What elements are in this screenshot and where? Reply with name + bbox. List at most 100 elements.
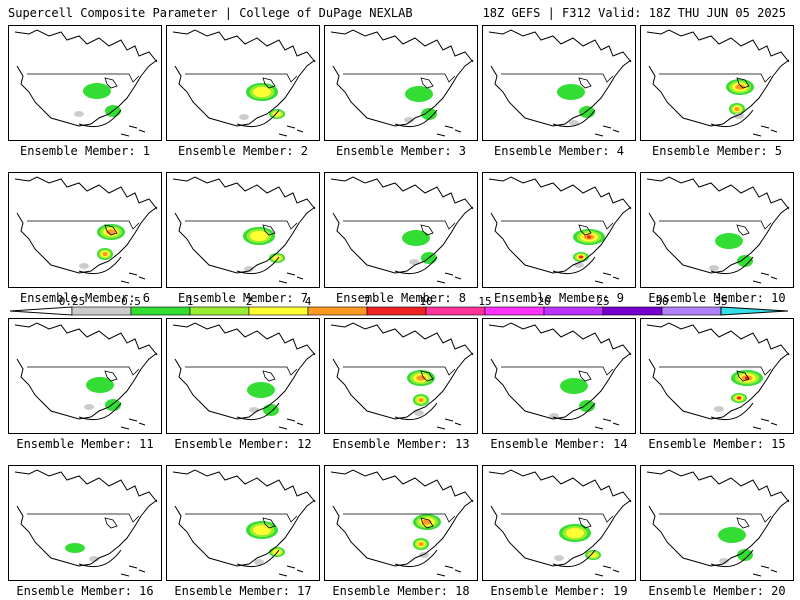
map-outline xyxy=(14,469,158,567)
colorbar-tick-label: 0.5 xyxy=(121,297,141,308)
colorbar-segment xyxy=(248,306,309,316)
map-outline xyxy=(710,549,754,568)
map-outline xyxy=(120,565,146,577)
map-outline xyxy=(501,513,614,523)
map-outline xyxy=(172,29,316,127)
ensemble-panel xyxy=(166,25,320,141)
map-outline xyxy=(394,256,438,275)
scp-shading xyxy=(579,255,583,259)
scp-shading xyxy=(588,552,598,558)
scp-shading xyxy=(272,255,282,261)
map-svg xyxy=(172,29,316,137)
ensemble-panel xyxy=(8,25,162,141)
ensemble-panel xyxy=(166,318,320,434)
map-outline xyxy=(278,418,304,430)
map-outline xyxy=(236,256,280,275)
ensemble-member-label: Ensemble Member: 5 xyxy=(651,144,783,158)
colorbar-tick-label: 2 xyxy=(246,297,253,308)
map-outline xyxy=(14,176,158,274)
map-outline xyxy=(343,220,456,230)
map-outline xyxy=(578,517,592,529)
scp-shading xyxy=(418,541,424,547)
map-svg xyxy=(646,29,790,137)
colorbar-tick-label: 7 xyxy=(364,297,371,308)
map-outline xyxy=(659,73,772,83)
scp-shading xyxy=(402,230,430,246)
map-outline xyxy=(594,272,620,284)
map-outline xyxy=(343,366,456,376)
map-outline xyxy=(710,402,754,421)
colorbar-tick-label: 25 xyxy=(596,297,609,308)
map-outline xyxy=(488,29,632,127)
scp-shading xyxy=(65,543,85,553)
ensemble-panel xyxy=(324,465,478,581)
map-outline xyxy=(646,322,790,420)
scp-shading xyxy=(253,524,271,536)
scp-shading xyxy=(421,108,437,120)
map-outline xyxy=(172,469,316,567)
colorbar-tick-label: 10 xyxy=(419,297,432,308)
map-outline xyxy=(330,469,474,567)
scp-shading xyxy=(247,382,275,398)
ensemble-member-label: Ensemble Member: 6 xyxy=(19,291,151,305)
colorbar-segment xyxy=(307,306,368,316)
map-outline xyxy=(185,366,298,376)
scp-shading xyxy=(587,235,591,239)
map-outline xyxy=(420,77,434,89)
map-svg xyxy=(14,176,158,284)
map-outline xyxy=(104,77,118,89)
ensemble-panel xyxy=(640,318,794,434)
map-outline xyxy=(394,549,438,568)
map-outline xyxy=(172,176,316,274)
colorbar-tick-label: 20 xyxy=(537,297,550,308)
scp-shading-light xyxy=(414,410,424,416)
ensemble-member-label: Ensemble Member: 15 xyxy=(648,437,786,451)
map-outline xyxy=(578,77,592,89)
ensemble-member-label: Ensemble Member: 10 xyxy=(648,291,786,305)
map-outline xyxy=(420,370,434,382)
map-outline xyxy=(330,322,474,420)
map-outline xyxy=(659,220,772,230)
colorbar: 0.25 0.5 1 2 4 7 10 15 20 25 30 35 xyxy=(10,297,789,316)
scp-shading-light xyxy=(74,111,84,117)
header-right: 18Z GEFS | F312 Valid: 18Z THU JUN 05 20… xyxy=(482,6,786,20)
map-outline xyxy=(646,176,790,274)
map-svg xyxy=(14,322,158,430)
map-outline xyxy=(236,109,280,128)
map-outline xyxy=(578,224,592,236)
map-outline xyxy=(104,370,118,382)
scp-shading-light xyxy=(404,117,414,123)
ensemble-panel xyxy=(8,172,162,288)
scp-shading xyxy=(418,397,424,403)
map-svg xyxy=(172,176,316,284)
map-outline xyxy=(343,513,456,523)
ensemble-panel xyxy=(640,25,794,141)
map-outline xyxy=(27,73,140,83)
ensemble-member-label: Ensemble Member: 13 xyxy=(332,437,470,451)
ensemble-member-label: Ensemble Member: 8 xyxy=(335,291,467,305)
map-svg xyxy=(172,469,316,577)
map-outline xyxy=(594,418,620,430)
map-outline xyxy=(27,366,140,376)
ensemble-panel xyxy=(640,172,794,288)
map-svg xyxy=(330,322,474,430)
map-outline xyxy=(14,29,158,127)
colorbar-segment xyxy=(543,306,604,316)
map-svg xyxy=(330,469,474,577)
scp-shading xyxy=(560,378,588,394)
scp-shading xyxy=(735,84,745,90)
scp-shading-light xyxy=(709,265,719,271)
scp-shading-light xyxy=(569,120,579,126)
scp-shading xyxy=(566,527,584,539)
map-outline xyxy=(552,109,596,128)
map-outline xyxy=(578,370,592,382)
colorbar-tick-label: 1 xyxy=(187,297,194,308)
scp-shading-light xyxy=(554,555,564,561)
map-outline xyxy=(552,549,596,568)
scp-shading-light xyxy=(419,552,429,558)
map-outline xyxy=(646,29,790,127)
ensemble-panel xyxy=(166,172,320,288)
scp-shading xyxy=(718,527,746,543)
ensemble-panel xyxy=(8,318,162,434)
ensemble-panel xyxy=(640,465,794,581)
